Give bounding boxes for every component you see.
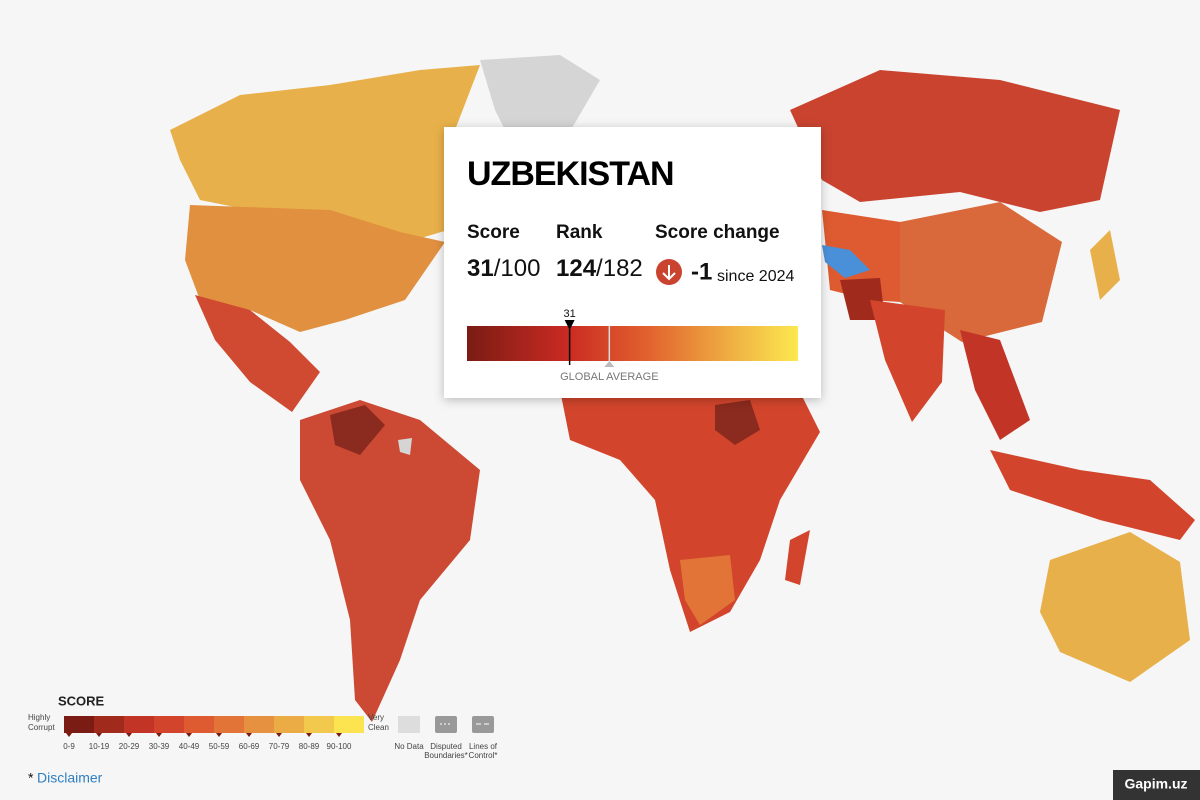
legend-swatch [154,716,184,733]
legend-tick [216,733,222,737]
score-value: 31/100 [467,255,540,282]
legend-swatch [94,716,124,733]
world-map[interactable] [170,55,1195,722]
watermark-box [1113,770,1200,800]
loc-label: Lines of [469,742,498,751]
country-popup: UZBEKISTAN Score Rank Score change 31/10… [444,127,821,398]
change-value: -1 [691,258,712,285]
legend-swatch [274,716,304,733]
high-label: Clean [368,723,389,732]
legend-bin-label: 50-59 [209,742,230,751]
legend-swatch [244,716,274,733]
legend-tick [156,733,162,737]
legend-bin-label: 60-69 [239,742,260,751]
legend-tick [276,733,282,737]
no-data-swatch [398,716,420,733]
disputed-label: Disputed [430,742,462,751]
rank: 124 [556,255,597,282]
score-total: /100 [494,255,541,282]
disputed-label: Boundaries* [424,751,468,760]
rank-total: /182 [596,255,643,282]
score-marker-label: 31 [563,308,575,320]
down-arrow [662,265,676,281]
legend-bin-label: 0-9 [63,742,75,751]
legend-swatch [184,716,214,733]
low-label: Corrupt [28,723,55,732]
legend-tick [246,733,252,737]
legend-bin-label: 20-29 [119,742,140,751]
change-label: Score change [655,222,780,243]
score: 31 [467,255,494,282]
rank-value: 124/182 [556,255,643,282]
loc-icon [472,716,494,733]
change-since: since 2024 [717,268,794,285]
country-name: UZBEKISTAN [467,155,674,193]
legend-tick [96,733,102,737]
legend-tick [186,733,192,737]
legend-swatch [304,716,334,733]
legend-bin-label: 70-79 [269,742,290,751]
legend-tick [336,733,342,737]
legend-swatch [334,716,364,733]
rank-label: Rank [556,222,603,243]
legend-tick [66,733,72,737]
disclaimer-link[interactable]: Disclaimer [37,770,103,786]
high-label: Very [368,713,384,722]
legend-bin-label: 10-19 [89,742,110,751]
loc-label: Control* [469,751,498,760]
legend-bin-label: 90-100 [327,742,352,751]
global-average-label: GLOBAL AVERAGE [560,371,658,383]
legend-swatch [64,716,94,733]
score-pointer [564,320,575,330]
legend-bin-label: 40-49 [179,742,200,751]
legend-bin-label: 80-89 [299,742,320,751]
global-average-pointer [604,361,615,367]
legend: SCORE Highly Corrupt Very Clean No Data … [28,693,498,760]
asterisk: * [28,770,34,786]
legend-title: SCORE [58,693,105,708]
legend-tick [126,733,132,737]
legend-swatch [214,716,244,733]
legend-swatch [124,716,154,733]
legend-tick [306,733,312,737]
watermark: Gapim.uz [1124,776,1187,792]
legend-bin-label: 30-39 [149,742,170,751]
no-data-label: No Data [394,742,424,751]
low-label: Highly [28,713,50,722]
gauge-bar [467,326,798,361]
score-label: Score [467,222,520,243]
